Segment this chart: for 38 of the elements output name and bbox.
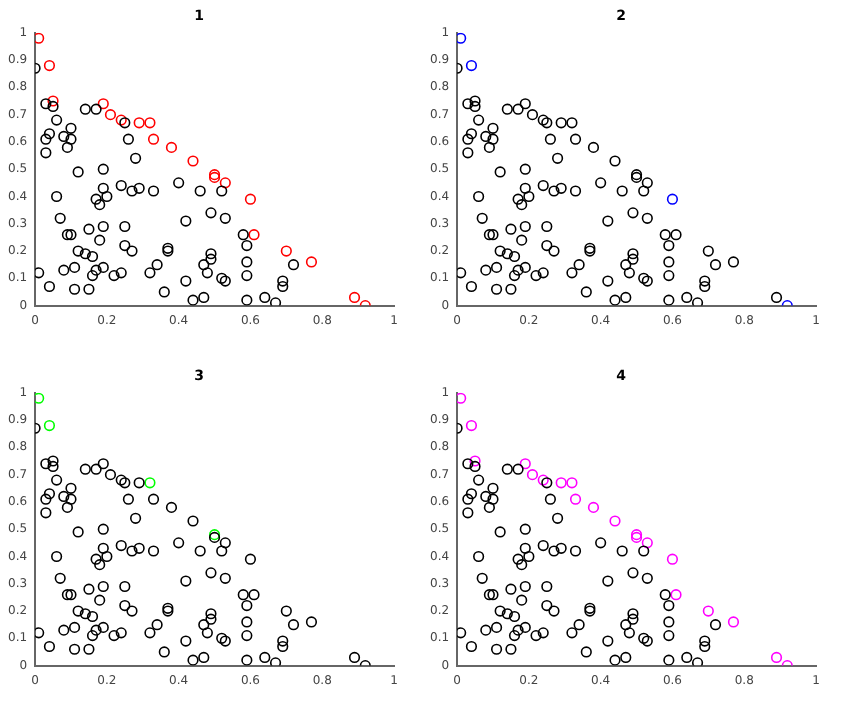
point [465,419,478,432]
point [519,458,531,470]
point [248,229,260,241]
point [587,501,600,513]
point [47,95,59,107]
point [280,245,292,257]
point [702,605,714,617]
point [457,392,467,404]
point [457,32,467,44]
point [727,616,740,628]
point [35,32,45,44]
point [133,117,145,129]
point [465,59,478,72]
point [555,477,567,489]
point [641,537,653,549]
point [244,193,257,205]
point [569,493,582,505]
point [305,256,318,268]
point [144,477,156,489]
point [609,515,621,527]
point [104,109,117,121]
point [144,117,156,129]
point [348,291,361,304]
point [526,469,539,481]
point [666,553,679,565]
point [666,193,679,205]
point [770,651,783,664]
point [165,141,178,153]
point [97,98,109,110]
point [147,133,160,145]
point [187,155,199,167]
point [566,477,578,489]
point [43,59,56,72]
point [219,177,231,189]
point [670,589,682,601]
point [469,455,481,467]
point [43,419,56,432]
point [35,392,45,404]
